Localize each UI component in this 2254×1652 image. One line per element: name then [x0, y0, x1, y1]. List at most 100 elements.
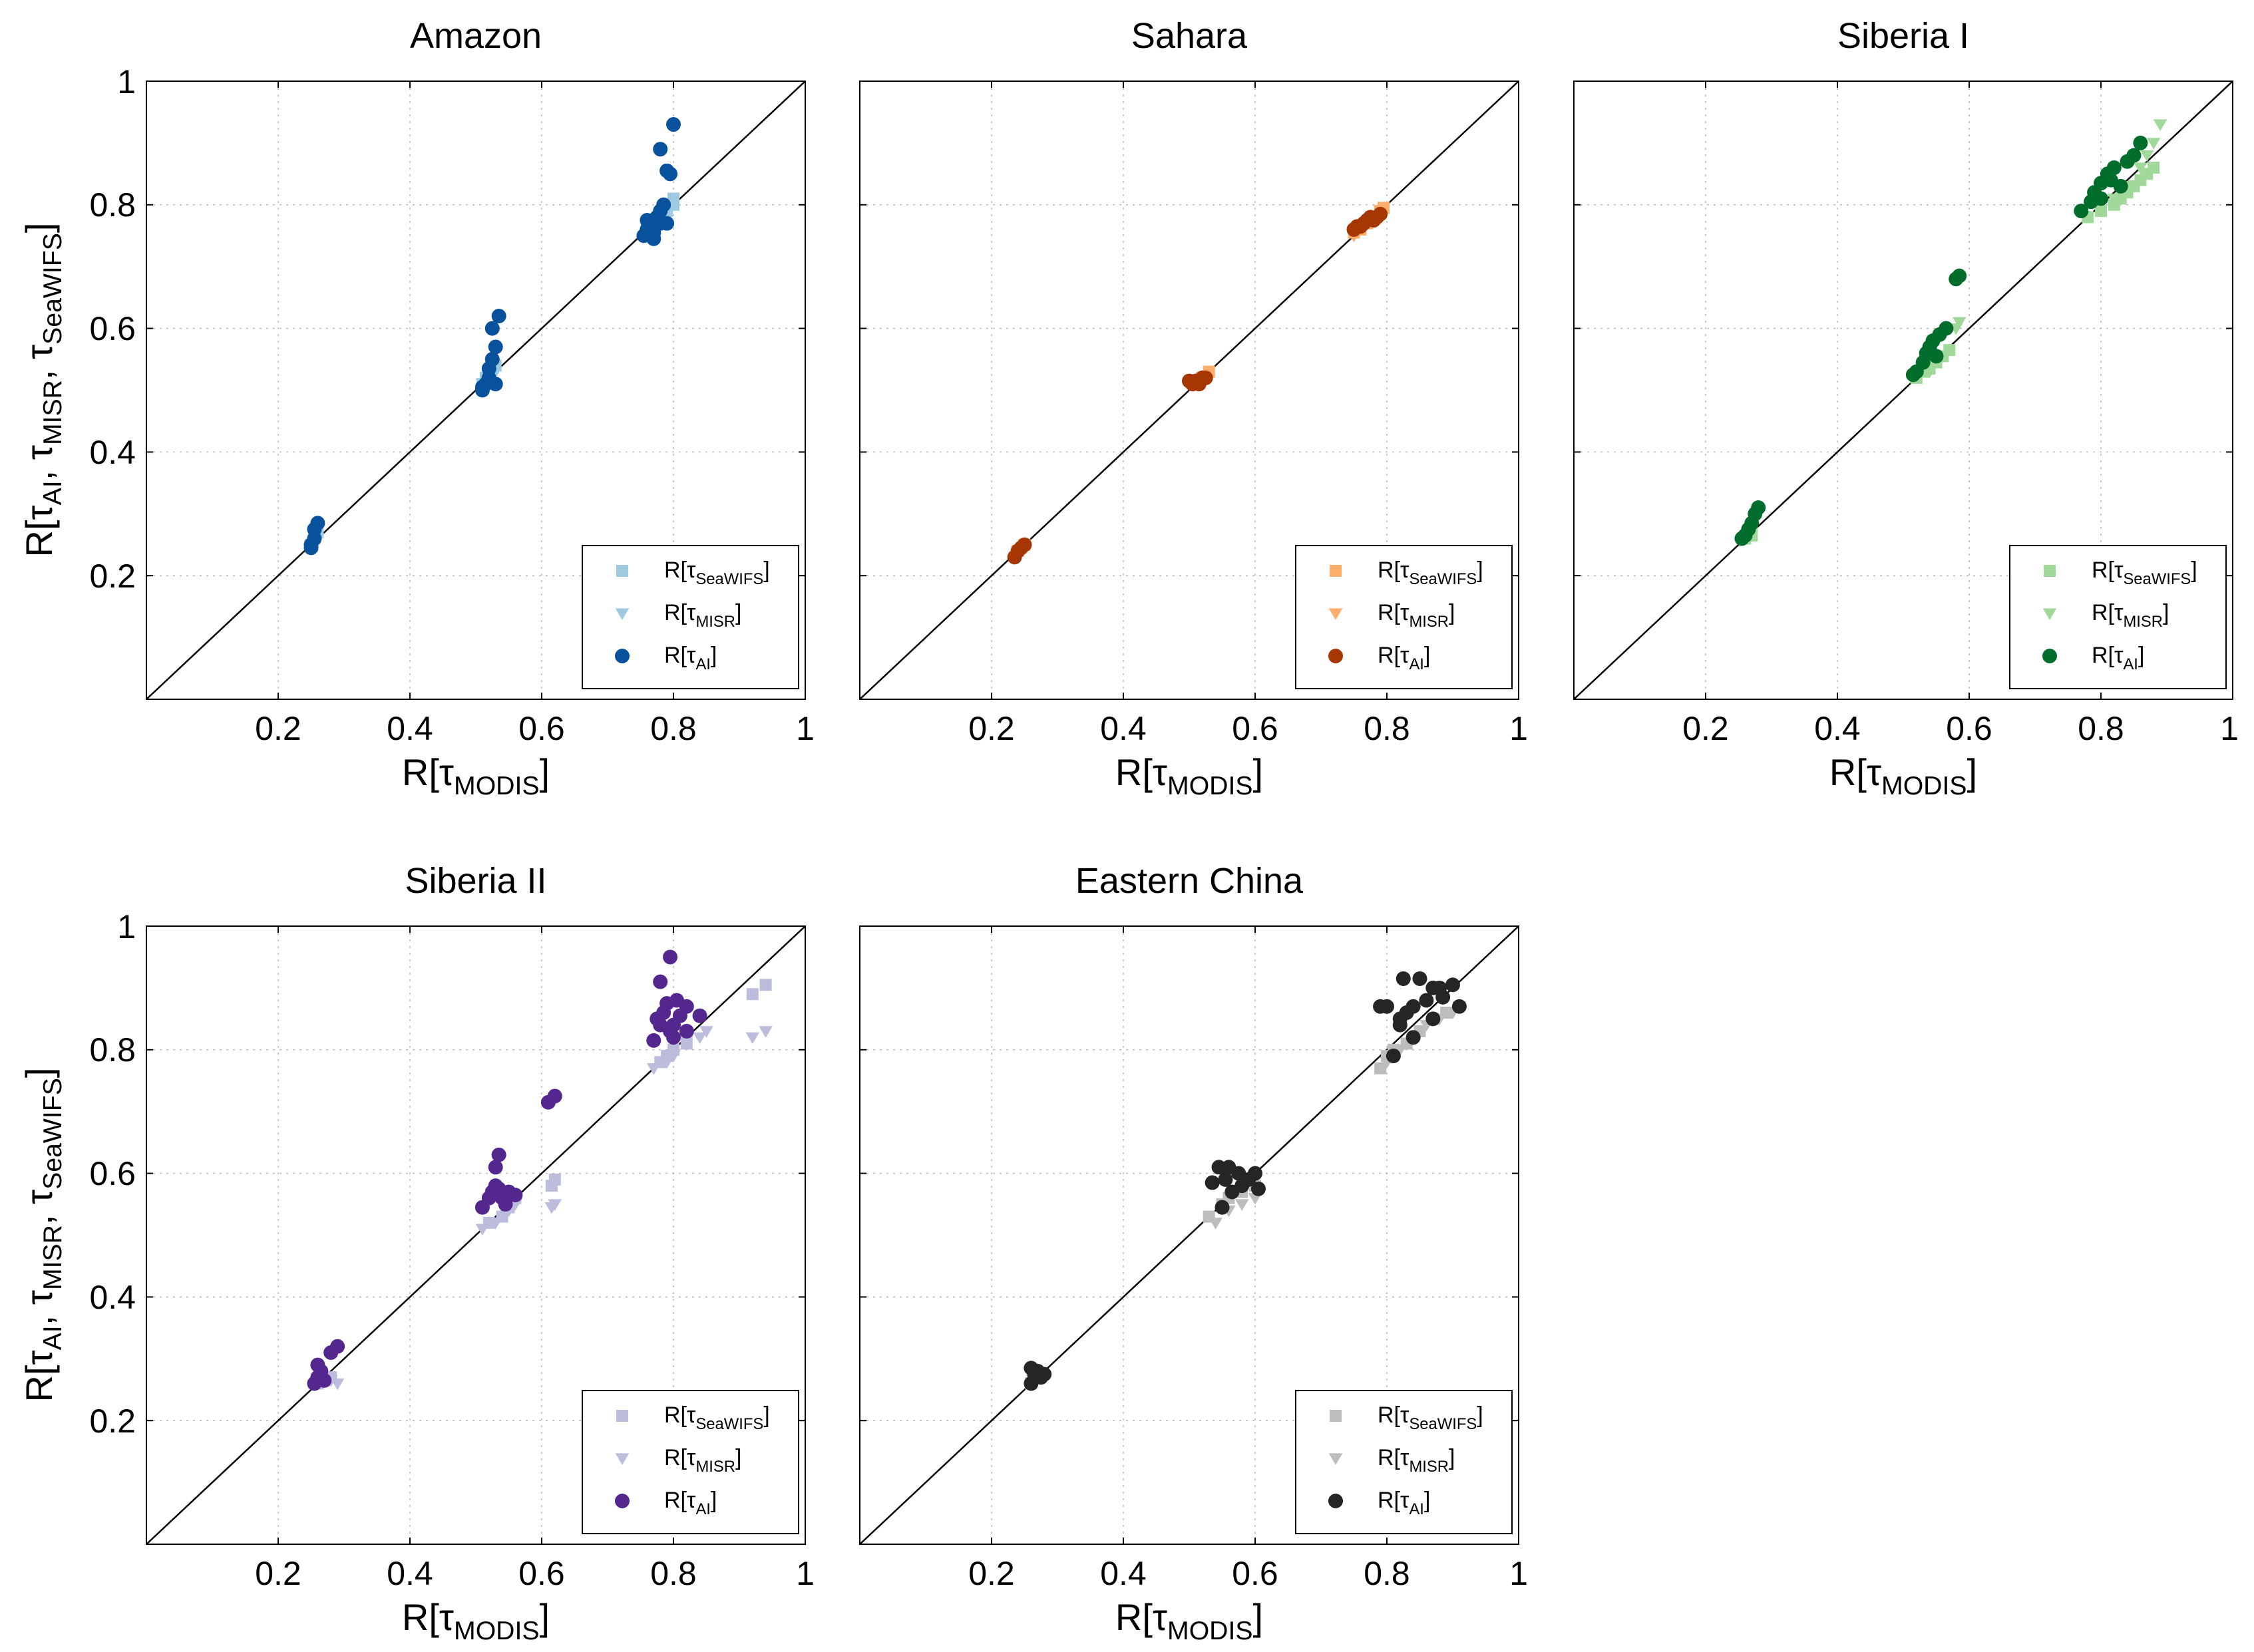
- data-point-ai: [1952, 268, 1967, 283]
- x-tick-label: 0.6: [1232, 1555, 1278, 1592]
- data-point-misr: [1952, 317, 1967, 329]
- data-point-misr: [646, 1063, 661, 1075]
- data-point-misr: [488, 1218, 503, 1230]
- data-point-ai: [1350, 219, 1365, 234]
- x-tick-label: 0.8: [650, 1555, 697, 1592]
- x-tick-label: 0.6: [1232, 710, 1278, 747]
- x-axis-label: R[τMODIS]: [1115, 1596, 1263, 1645]
- data-point-ai: [1939, 321, 1954, 336]
- legend-markers: [1328, 1410, 1343, 1508]
- x-tick-label: 0.8: [2078, 710, 2124, 747]
- data-point-ai: [1751, 500, 1766, 516]
- legend-label-ai: R[τAI]: [664, 1488, 717, 1518]
- data-point-ai: [640, 213, 655, 228]
- data-points: [1734, 119, 2167, 546]
- legend-marker-misr: [615, 608, 630, 620]
- legend: R[τSeaWIFS] R[τMISR] R[τAI]: [1295, 545, 1513, 689]
- data-point-misr: [1393, 1045, 1408, 1057]
- plot-frame: [146, 81, 806, 700]
- ticks: [860, 925, 1519, 1544]
- data-point-ai: [488, 377, 503, 392]
- data-point-ai: [1373, 206, 1388, 222]
- data-point-ai: [491, 309, 506, 324]
- data-point-misr: [2107, 193, 2122, 206]
- panel-title: Amazon: [410, 16, 542, 56]
- data-point-misr: [2134, 162, 2148, 174]
- data-point-misr: [475, 1224, 490, 1236]
- data-point-ai: [1182, 373, 1197, 389]
- data-point-ai: [656, 197, 671, 212]
- legend-label-misr: R[τMISR]: [1378, 600, 1455, 631]
- data-point-ai: [484, 321, 500, 336]
- data-point-ai: [1218, 1172, 1233, 1187]
- identity-line: [146, 925, 806, 1545]
- y-tick-label: 0.2: [89, 558, 136, 595]
- y-tick-label: 0.4: [89, 434, 136, 471]
- data-point-seawifs: [759, 979, 772, 991]
- data-point-ai: [2074, 204, 2089, 219]
- legend-marker-misr: [1328, 608, 1343, 620]
- legend-markers: [1328, 565, 1343, 663]
- data-point-ai: [1392, 1011, 1408, 1027]
- data-point-ai: [488, 1160, 503, 1175]
- data-point-ai: [498, 1197, 513, 1212]
- data-point-seawifs: [746, 988, 759, 1001]
- legend-label-seawifs: R[τSeaWIFS]: [1378, 1403, 1483, 1433]
- data-point-ai: [1406, 999, 1421, 1014]
- panel-sahara: Sahara 0.2 0.4 0.6 0.8 1 R[τMODIS] R[τSe…: [859, 16, 1528, 800]
- data-point-ai: [303, 537, 319, 552]
- legend-marker-ai: [1328, 1494, 1343, 1508]
- data-point-ai: [488, 339, 503, 355]
- legend-label-seawifs: R[τSeaWIFS]: [1378, 558, 1483, 588]
- panel-title: Sahara: [1131, 16, 1248, 56]
- data-point-ai: [1451, 999, 1467, 1014]
- legend-label-ai: R[τAI]: [1378, 643, 1430, 673]
- legend-label-ai: R[τAI]: [664, 643, 717, 673]
- data-point-misr: [1923, 366, 1937, 379]
- legend-marker-seawifs: [1330, 565, 1342, 577]
- x-axis-label: R[τMODIS]: [402, 751, 550, 800]
- x-tick-label: 0.2: [255, 1555, 301, 1592]
- data-point-misr: [745, 1032, 760, 1045]
- data-point-misr: [2140, 150, 2154, 162]
- plot-frame: [859, 925, 1519, 1545]
- legend-label-seawifs: R[τSeaWIFS]: [2092, 558, 2197, 588]
- data-point-ai: [1419, 993, 1434, 1008]
- panel-title: Eastern China: [1075, 861, 1304, 901]
- data-point-ai: [646, 231, 661, 246]
- legend: R[τSeaWIFS] R[τMISR] R[τAI]: [2009, 545, 2227, 689]
- x-axis-label: R[τMODIS]: [1115, 751, 1263, 800]
- data-point-ai: [2133, 135, 2148, 150]
- data-points: [303, 117, 681, 556]
- legend-marker-misr: [2042, 608, 2057, 620]
- x-tick-label: 1: [1509, 710, 1528, 747]
- data-point-ai: [1412, 971, 1427, 986]
- panel-title: Siberia II: [405, 861, 546, 901]
- x-tick-label: 0.2: [968, 1555, 1015, 1592]
- data-point-ai: [659, 163, 675, 178]
- data-point-ai: [2113, 178, 2128, 194]
- panel-siberia-i: Siberia I 0.2 0.4 0.6 0.8 1 R[τMODIS] R[…: [1573, 16, 2239, 800]
- data-point-ai: [330, 1339, 345, 1354]
- data-point-ai: [1017, 537, 1032, 552]
- data-point-ai: [1380, 999, 1394, 1014]
- legend-marker-misr: [615, 1453, 630, 1465]
- data-point-ai: [310, 1357, 325, 1373]
- ticks: [1574, 81, 2233, 699]
- ticks: [146, 81, 806, 699]
- data-point-ai: [1198, 370, 1213, 385]
- data-point-ai: [653, 142, 668, 157]
- x-tick-label: 1: [796, 1555, 815, 1592]
- x-tick-label: 0.4: [387, 710, 433, 747]
- legend: R[τSeaWIFS] R[τMISR] R[τAI]: [582, 545, 799, 689]
- x-tick-label: 0.2: [255, 710, 301, 747]
- x-tick-label: 0.6: [1946, 710, 1992, 747]
- data-point-ai: [1037, 1367, 1052, 1382]
- identity-line: [859, 925, 1519, 1545]
- data-point-ai: [1435, 989, 1451, 1005]
- x-tick-label: 0.8: [1364, 710, 1410, 747]
- data-point-ai: [1929, 349, 1944, 364]
- data-point-ai: [1386, 1049, 1401, 1064]
- legend-marker-seawifs: [1330, 1410, 1342, 1422]
